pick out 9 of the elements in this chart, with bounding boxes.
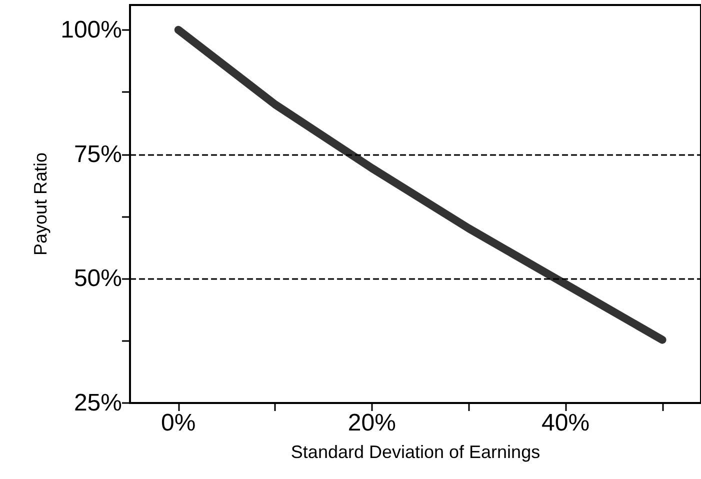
x-tick-label: 40%	[541, 410, 590, 436]
y-tick-label: 50%	[74, 265, 122, 292]
y-tick-label: 100%	[60, 16, 122, 44]
y-tick-label: 75%	[74, 140, 122, 168]
y-axis-title: Payout Ratio	[30, 152, 51, 256]
x-tick-label: 20%	[348, 410, 396, 436]
y-tick-label: 25%	[74, 390, 122, 416]
x-tick-label: 0%	[161, 410, 196, 436]
x-axis-title: Standard Deviation of Earnings	[290, 442, 540, 462]
